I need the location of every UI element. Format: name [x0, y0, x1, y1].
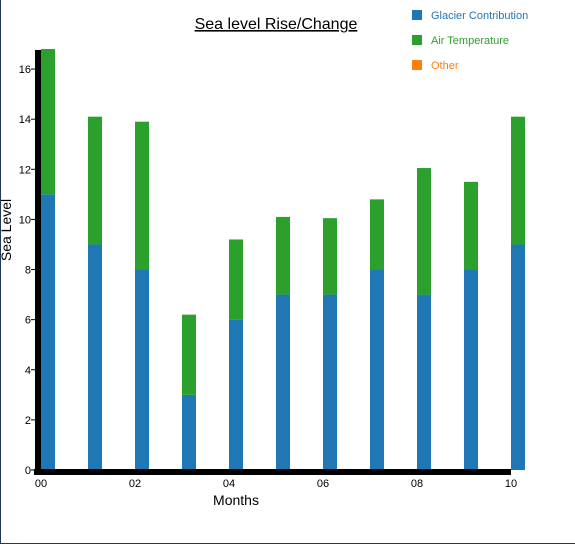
bar-air-temperature-02: [135, 121, 149, 270]
x-tick-label: 00: [35, 478, 47, 490]
y-tick-label: 12: [19, 164, 31, 176]
y-tick-label: 10: [19, 214, 31, 226]
legend-swatch: [412, 60, 422, 70]
bar-air-temperature-09: [464, 181, 478, 270]
bar-air-temperature-07: [370, 199, 384, 270]
bar-glacier-contribution-01: [88, 244, 102, 470]
x-axis: 00 02 04 06 08 10: [34, 469, 517, 490]
bar-glacier-contribution-05: [276, 294, 290, 470]
legend-label: Other: [431, 60, 459, 72]
legend-label: Glacier Contribution: [431, 10, 528, 22]
bar-air-temperature-10: [511, 116, 525, 245]
y-tick-label: 16: [19, 64, 31, 76]
y-axis: 0 2 4 6 8 10 12 14 16: [19, 50, 41, 477]
bar-glacier-contribution-00: [41, 194, 55, 470]
x-tick-label: 08: [411, 478, 423, 490]
bars-group: [41, 49, 525, 470]
bar-glacier-contribution-10: [511, 244, 525, 470]
bar-air-temperature-06: [323, 218, 337, 295]
bar-glacier-contribution-04: [229, 319, 243, 470]
bar-glacier-contribution-09: [464, 269, 478, 470]
legend[interactable]: Glacier Contribution Air Temperature Other: [412, 10, 528, 72]
x-axis-title: Months: [213, 492, 259, 508]
y-tick-label: 8: [25, 265, 31, 277]
bar-air-temperature-03: [182, 314, 196, 395]
bar-air-temperature-04: [229, 239, 243, 320]
bar-glacier-contribution-02: [135, 269, 149, 470]
legend-swatch: [412, 35, 422, 45]
bar-glacier-contribution-03: [182, 394, 196, 470]
bar-air-temperature-01: [88, 116, 102, 245]
bar-air-temperature-05: [276, 216, 290, 295]
y-tick-label: 2: [25, 415, 31, 427]
bar-air-temperature-08: [417, 168, 431, 295]
legend-swatch: [412, 10, 422, 20]
bar-glacier-contribution-07: [370, 269, 384, 470]
x-tick-label: 06: [317, 478, 329, 490]
y-tick-label: 14: [19, 114, 31, 126]
bar-glacier-contribution-06: [323, 294, 337, 470]
y-tick-label: 4: [25, 365, 31, 377]
chart-title: Sea level Rise/Change: [195, 16, 358, 33]
y-tick-label: 0: [25, 465, 31, 477]
x-tick-label: 04: [223, 478, 235, 490]
x-tick-label: 02: [129, 478, 141, 490]
y-tick-label: 6: [25, 315, 31, 327]
legend-label: Air Temperature: [431, 35, 509, 47]
bar-air-temperature-00: [41, 49, 55, 195]
x-tick-label: 10: [505, 478, 517, 490]
y-axis-title: Sea Level: [0, 199, 14, 261]
bar-glacier-contribution-08: [417, 294, 431, 470]
